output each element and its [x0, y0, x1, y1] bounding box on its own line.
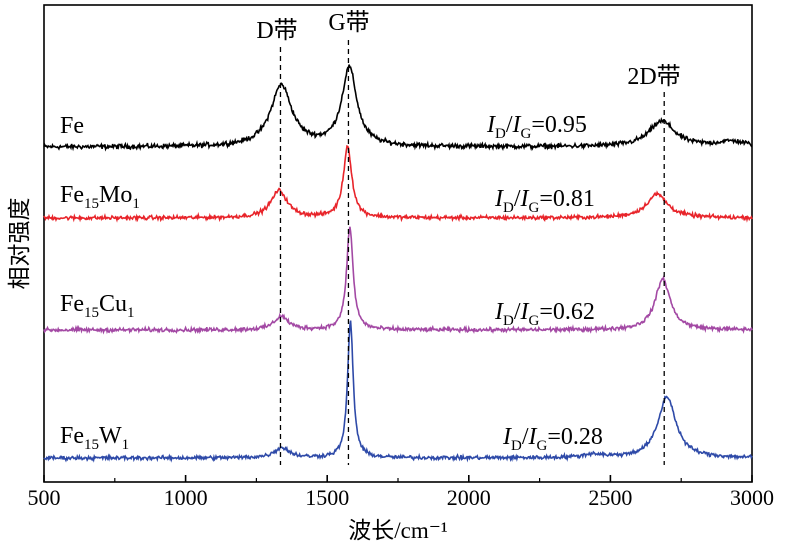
series-line-Fe15W1: [43, 320, 753, 463]
series-label-Fe15W1: Fe15W1: [60, 423, 129, 453]
band-marker-layer: D带 G带 2D带: [256, 9, 681, 465]
label-layer: Fe Fe15Mo1 Fe15Cu1 Fe15W1 ID/IG=0.95 ID/IG=0.…: [60, 112, 603, 454]
series-line-Fe15Cu1: [43, 226, 753, 335]
axis-layer: 500 1000 1500 2000 2500 3000 波长/cm⁻¹ 相对强度: [7, 198, 774, 544]
band-label-1: G带: [328, 9, 369, 36]
x-tick-label-1500: 1500: [305, 485, 349, 510]
x-tick-label-500: 500: [28, 485, 61, 510]
series-line-Fe: [43, 64, 753, 152]
series-line-Fe15Mo1: [43, 144, 753, 223]
y-axis-title: 相对强度: [7, 198, 32, 290]
x-tick-label-2500: 2500: [588, 485, 632, 510]
series-label-Fe15Mo1: Fe15Mo1: [60, 182, 140, 212]
ratio-label-Fe15W1: ID/IG=0.28: [502, 424, 603, 454]
band-label-2: 2D带: [627, 63, 680, 90]
x-tick-label-3000: 3000: [730, 485, 774, 510]
ratio-label-Fe: ID/IG=0.95: [486, 112, 587, 142]
ratio-label-Fe15Cu1: ID/IG=0.62: [494, 299, 595, 329]
x-axis-title: 波长/cm⁻¹: [348, 518, 448, 543]
series-layer: [43, 64, 753, 463]
ratio-label-Fe15Mo1: ID/IG=0.81: [494, 186, 595, 216]
x-tick-label-1000: 1000: [164, 485, 208, 510]
series-label-Fe: Fe: [60, 113, 84, 139]
x-tick-label-2000: 2000: [447, 485, 491, 510]
series-label-Fe15Cu1: Fe15Cu1: [60, 291, 135, 321]
band-label-0: D带: [256, 17, 297, 44]
